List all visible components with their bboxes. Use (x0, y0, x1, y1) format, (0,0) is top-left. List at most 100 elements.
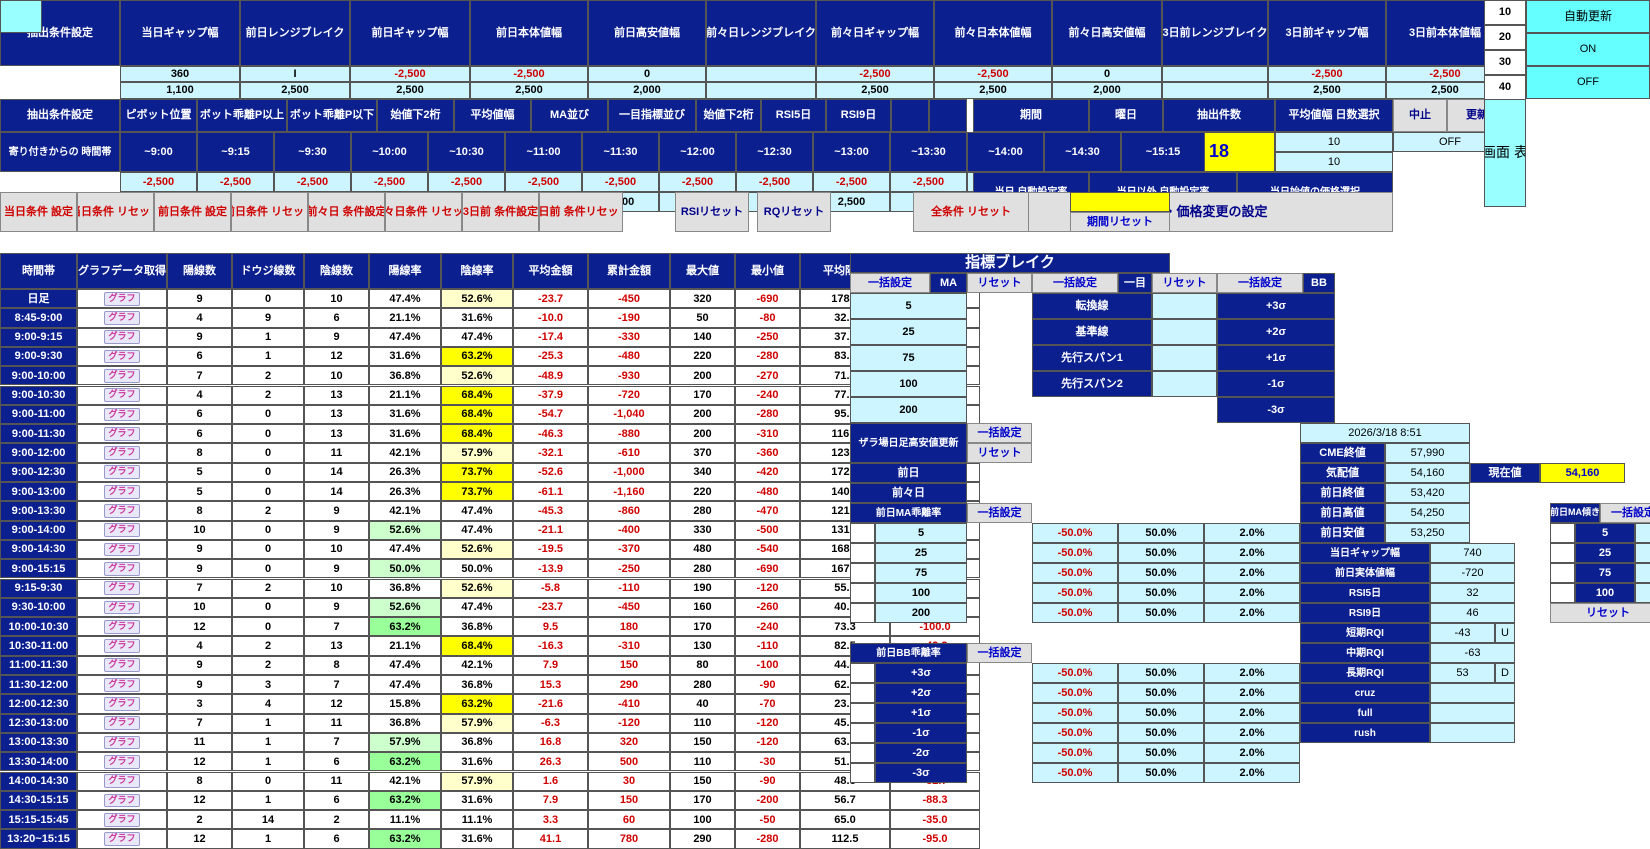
graph-button-13[interactable]: グラフ (77, 540, 167, 559)
max-value-8[interactable]: 2,000 (1052, 82, 1162, 99)
prev-ma-min-1[interactable]: -50.0% (1032, 543, 1118, 563)
prev-bb-checkbox-1[interactable] (850, 683, 875, 703)
graph-button-12[interactable]: グラフ (77, 521, 167, 540)
graph-button-17[interactable]: グラフ (77, 617, 167, 636)
graph-button-22[interactable]: グラフ (77, 714, 167, 733)
graph-button-15[interactable]: グラフ (77, 579, 167, 598)
prev-ma-incline-min-1[interactable]: -2,000 (1635, 543, 1650, 563)
graph-button-7[interactable]: グラフ (77, 424, 167, 443)
max-value-3[interactable]: 2,500 (470, 82, 588, 99)
prev-ma-incline-bulk-set[interactable]: 一括設定 (1600, 503, 1650, 523)
condition-button-6[interactable]: 3日前 条件設定 (462, 192, 539, 232)
auto-rate-setting-button[interactable]: 自動設定率・価格変更の設定 (973, 192, 1393, 232)
graph-button-24[interactable]: グラフ (77, 752, 167, 771)
prev-ma-incline-checkbox-3[interactable] (1550, 583, 1575, 603)
prev-bb-max-0[interactable]: 50.0% (1118, 663, 1204, 683)
ichimoku-reset-button[interactable]: リセット (1152, 273, 1217, 293)
condition-button-4[interactable]: 前々日 条件設定 (308, 192, 385, 232)
graph-button-19[interactable]: グラフ (77, 656, 167, 675)
graph-button-28[interactable]: グラフ (77, 829, 167, 848)
prev-ma-incline-reset-button[interactable]: リセット (1550, 603, 1650, 623)
graph-button-14[interactable]: グラフ (77, 559, 167, 578)
max-value-6[interactable]: 2,500 (816, 82, 934, 99)
prev-ma-max-4[interactable]: 50.0% (1118, 603, 1204, 623)
prev-bb-checkbox-4[interactable] (850, 743, 875, 763)
prev-ma-max-2[interactable]: 50.0% (1118, 563, 1204, 583)
time-min-1[interactable]: -2,500 (197, 172, 274, 192)
graph-button-5[interactable]: グラフ (77, 386, 167, 405)
time-min-6[interactable]: -2,500 (582, 172, 659, 192)
prev-ma-min-4[interactable]: -50.0% (1032, 603, 1118, 623)
rq-reset-button[interactable]: RQリセット (757, 192, 831, 232)
prev-ma-incline-min-0[interactable]: -2,000 (1635, 523, 1650, 543)
min-value-0[interactable]: 360 (120, 66, 240, 82)
graph-button-16[interactable]: グラフ (77, 598, 167, 617)
time-min-0[interactable]: -2,500 (120, 172, 197, 192)
max-value-5[interactable] (706, 82, 816, 99)
fullscreen-button[interactable]: 全画面 表示 (1484, 99, 1526, 207)
max-value-4[interactable]: 2,000 (588, 82, 706, 99)
ma-period-0[interactable]: 5 (850, 293, 967, 319)
graph-button-3[interactable]: グラフ (77, 347, 167, 366)
prev-bb-min-4[interactable]: -50.0% (1032, 743, 1118, 763)
min-value-2[interactable]: -2,500 (350, 66, 470, 82)
prev-bb-min-1[interactable]: -50.0% (1032, 683, 1118, 703)
min-value-1[interactable]: I (240, 66, 350, 82)
prev-bb-max-4[interactable]: 50.0% (1118, 743, 1204, 763)
ichimoku-value-0[interactable] (1152, 293, 1217, 319)
prev-ma-incline-min-2[interactable]: -2,000 (1635, 563, 1650, 583)
prev-ma-checkbox-2[interactable] (850, 563, 875, 583)
prev-bb-min-3[interactable]: -50.0% (1032, 723, 1118, 743)
prev-ma-max-1[interactable]: 50.0% (1118, 543, 1204, 563)
prev-ma-divergence-bulk-set[interactable]: 一括設定 (967, 503, 1032, 523)
prev-bb-checkbox-5[interactable] (850, 763, 875, 783)
prev-ma-checkbox-1[interactable] (850, 543, 875, 563)
min-value-3[interactable]: -2,500 (470, 66, 588, 82)
prev-bb-max-1[interactable]: 50.0% (1118, 683, 1204, 703)
graph-button-26[interactable]: グラフ (77, 791, 167, 810)
time-min-2[interactable]: -2,500 (274, 172, 351, 192)
ma-reset-button[interactable]: リセット (967, 273, 1032, 293)
max-value-0[interactable]: 1,100 (120, 82, 240, 99)
prev-bb-max-3[interactable]: 50.0% (1118, 723, 1204, 743)
prev-ma-checkbox-4[interactable] (850, 603, 875, 623)
period-reset-button[interactable]: 期間リセット (1070, 212, 1170, 232)
max-value-10[interactable]: 2,500 (1268, 82, 1386, 99)
ma-period-3[interactable]: 100 (850, 371, 967, 397)
prev-bb-max-5[interactable]: 50.0% (1118, 763, 1204, 783)
all-condition-reset-button[interactable]: 全条件 リセット (913, 192, 1029, 232)
max-value-7[interactable]: 2,500 (934, 82, 1052, 99)
prev-ma-max-3[interactable]: 50.0% (1118, 583, 1204, 603)
prev-ma-min-2[interactable]: -50.0% (1032, 563, 1118, 583)
prev-ma-incline-checkbox-0[interactable] (1550, 523, 1575, 543)
prev-bb-divergence-bulk-set[interactable]: 一括設定 (967, 643, 1032, 663)
min-value-9[interactable] (1162, 66, 1268, 82)
graph-button-18[interactable]: グラフ (77, 636, 167, 655)
rsi-reset-button[interactable]: RSIリセット (675, 192, 749, 232)
max-value-9[interactable] (1162, 82, 1268, 99)
prev-ma-checkbox-3[interactable] (850, 583, 875, 603)
prev-bb-checkbox-3[interactable] (850, 723, 875, 743)
prev-ma-incline-min-3[interactable]: -2,000 (1635, 583, 1650, 603)
graph-button-21[interactable]: グラフ (77, 694, 167, 713)
graph-button-25[interactable]: グラフ (77, 772, 167, 791)
ichimoku-value-3[interactable] (1152, 371, 1217, 397)
prev-ma-checkbox-0[interactable] (850, 523, 875, 543)
time-min-10[interactable]: -2,500 (890, 172, 967, 192)
ma-bulk-set-button[interactable]: 一括設定 (850, 273, 930, 293)
min-value-6[interactable]: -2,500 (816, 66, 934, 82)
graph-button-0[interactable]: グラフ (77, 289, 167, 308)
prev-ma-incline-checkbox-2[interactable] (1550, 563, 1575, 583)
min-value-7[interactable]: -2,500 (934, 66, 1052, 82)
time-min-7[interactable]: -2,500 (659, 172, 736, 192)
graph-button-10[interactable]: グラフ (77, 482, 167, 501)
stop-button[interactable]: 中止 (1393, 99, 1447, 132)
time-min-3[interactable]: -2,500 (351, 172, 428, 192)
time-min-4[interactable]: -2,500 (428, 172, 505, 192)
ichimoku-bulk-set-button[interactable]: 一括設定 (1032, 273, 1118, 293)
condition-button-2[interactable]: 前日条件 設定 (154, 192, 231, 232)
ichimoku-value-2[interactable] (1152, 345, 1217, 371)
time-min-5[interactable]: -2,500 (505, 172, 582, 192)
auto-update-on[interactable]: ON (1526, 33, 1650, 66)
auto-update-off[interactable]: OFF (1526, 66, 1650, 99)
